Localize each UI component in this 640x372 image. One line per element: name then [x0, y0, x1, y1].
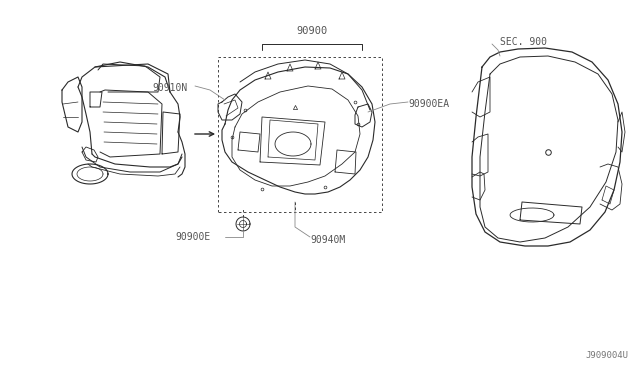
Text: 90900: 90900: [296, 26, 328, 36]
Text: 90940M: 90940M: [310, 235, 345, 245]
Text: 90900EA: 90900EA: [408, 99, 449, 109]
Text: J909004U: J909004U: [585, 351, 628, 360]
Text: 90900E: 90900E: [175, 232, 211, 242]
Text: SEC. 900: SEC. 900: [500, 37, 547, 47]
Text: 90910N: 90910N: [152, 83, 188, 93]
